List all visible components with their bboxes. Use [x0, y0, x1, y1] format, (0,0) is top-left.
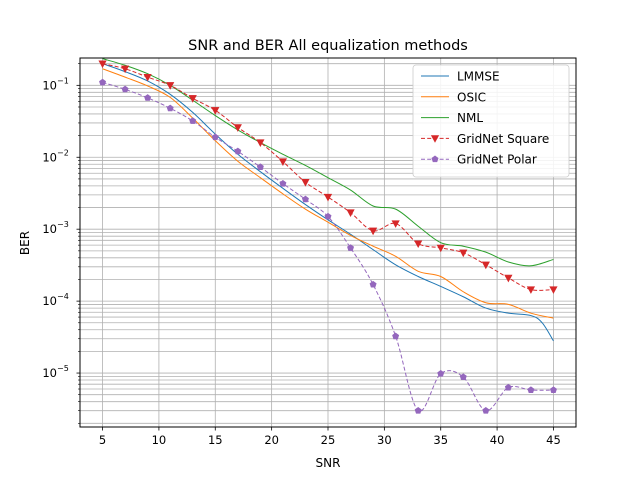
data-point-marker — [98, 60, 107, 69]
x-tick-label: 30 — [377, 433, 392, 447]
data-point-marker — [234, 147, 242, 155]
legend-label: GridNet Square — [457, 132, 549, 146]
y-tick-label: 10 — [42, 150, 57, 164]
x-tick-label: 40 — [490, 433, 505, 447]
legend-label: GridNet Polar — [457, 153, 537, 167]
y-tick-label: 10 — [42, 366, 57, 380]
series-osic — [102, 68, 554, 319]
y-tick-exponent: −4 — [57, 292, 69, 301]
data-point-marker — [121, 85, 129, 93]
y-tick-exponent: −5 — [57, 364, 69, 373]
data-point-marker — [301, 195, 309, 203]
legend-item-lmmse: LMMSE — [421, 70, 500, 84]
series-line-nml — [102, 58, 554, 267]
data-point-marker — [526, 286, 536, 294]
x-axis-label: SNR — [316, 456, 341, 470]
legend-item-gridnet-polar: GridNet Polar — [421, 153, 537, 167]
legend-item-nml: NML — [421, 111, 483, 125]
data-point-marker — [256, 139, 265, 147]
data-point-marker — [166, 104, 174, 112]
data-point-marker — [527, 386, 535, 394]
data-point-marker — [392, 332, 400, 340]
y-tick-exponent: −1 — [57, 76, 69, 85]
series-line-gridnet-square — [102, 63, 554, 291]
data-point-marker — [481, 261, 490, 270]
data-point-marker — [347, 244, 355, 251]
y-tick-label: 10 — [42, 78, 57, 92]
data-point-marker — [436, 244, 445, 253]
data-point-marker — [166, 82, 175, 90]
y-tick-exponent: −2 — [57, 148, 69, 157]
data-point-marker — [459, 249, 468, 258]
data-point-marker — [120, 65, 130, 74]
plot-frame — [79, 57, 577, 428]
data-point-marker — [368, 227, 378, 236]
series-nml — [102, 58, 554, 267]
data-point-marker — [414, 240, 423, 249]
y-tick-label: 10 — [42, 294, 57, 308]
y-tick-label: 10 — [42, 222, 57, 236]
data-point-marker — [549, 286, 558, 294]
series-lmmse — [102, 63, 554, 342]
data-point-marker — [211, 107, 220, 115]
series-line-lmmse — [102, 63, 554, 342]
data-point-marker — [211, 133, 219, 141]
y-axis-label: BER — [18, 231, 32, 255]
data-point-marker — [188, 95, 197, 103]
x-tick-label: 20 — [264, 433, 279, 447]
x-tick-label: 10 — [152, 433, 167, 447]
y-tick-exponent: −3 — [57, 220, 69, 229]
legend-item-gridnet-square: GridNet Square — [421, 132, 549, 146]
series-line-osic — [102, 68, 554, 319]
data-point-marker — [430, 135, 440, 143]
data-point-marker — [437, 370, 445, 377]
data-point-marker — [324, 212, 332, 220]
x-tick-label: 45 — [546, 433, 561, 447]
data-point-marker — [431, 155, 439, 163]
data-point-marker — [414, 406, 422, 414]
data-point-marker — [301, 179, 310, 187]
chart-title: SNR and BER All equalization methods — [188, 38, 468, 54]
data-point-marker — [504, 274, 513, 283]
legend-item-osic: OSIC — [421, 90, 486, 104]
x-tick-label: 25 — [321, 433, 336, 447]
data-point-marker — [323, 193, 333, 202]
series-gridnet-polar — [99, 78, 557, 414]
data-point-marker — [99, 78, 107, 86]
x-tick-label: 15 — [208, 433, 223, 447]
data-point-marker — [459, 373, 467, 381]
data-point-marker — [549, 386, 557, 394]
data-point-marker — [346, 209, 355, 218]
legend-label: NML — [457, 111, 483, 125]
legend-label: OSIC — [457, 90, 486, 104]
data-point-marker — [233, 124, 242, 132]
data-point-marker — [482, 406, 490, 414]
data-point-marker — [278, 158, 288, 167]
series-gridnet-square — [98, 60, 558, 294]
data-point-marker — [189, 117, 197, 124]
data-point-marker — [143, 73, 152, 82]
data-point-marker — [504, 383, 512, 391]
x-tick-label: 5 — [99, 433, 106, 447]
data-point-marker — [391, 220, 400, 228]
data-point-marker — [256, 163, 264, 171]
legend-label: LMMSE — [457, 70, 500, 84]
legend: LMMSE OSIC NML GridNet Square GridNet Polar — [412, 64, 570, 178]
data-point-marker — [144, 94, 152, 101]
legend-box — [412, 64, 570, 178]
data-point-marker — [369, 280, 377, 288]
data-point-marker — [279, 179, 287, 187]
x-tick-label: 35 — [433, 433, 448, 447]
plot-series — [98, 58, 558, 414]
